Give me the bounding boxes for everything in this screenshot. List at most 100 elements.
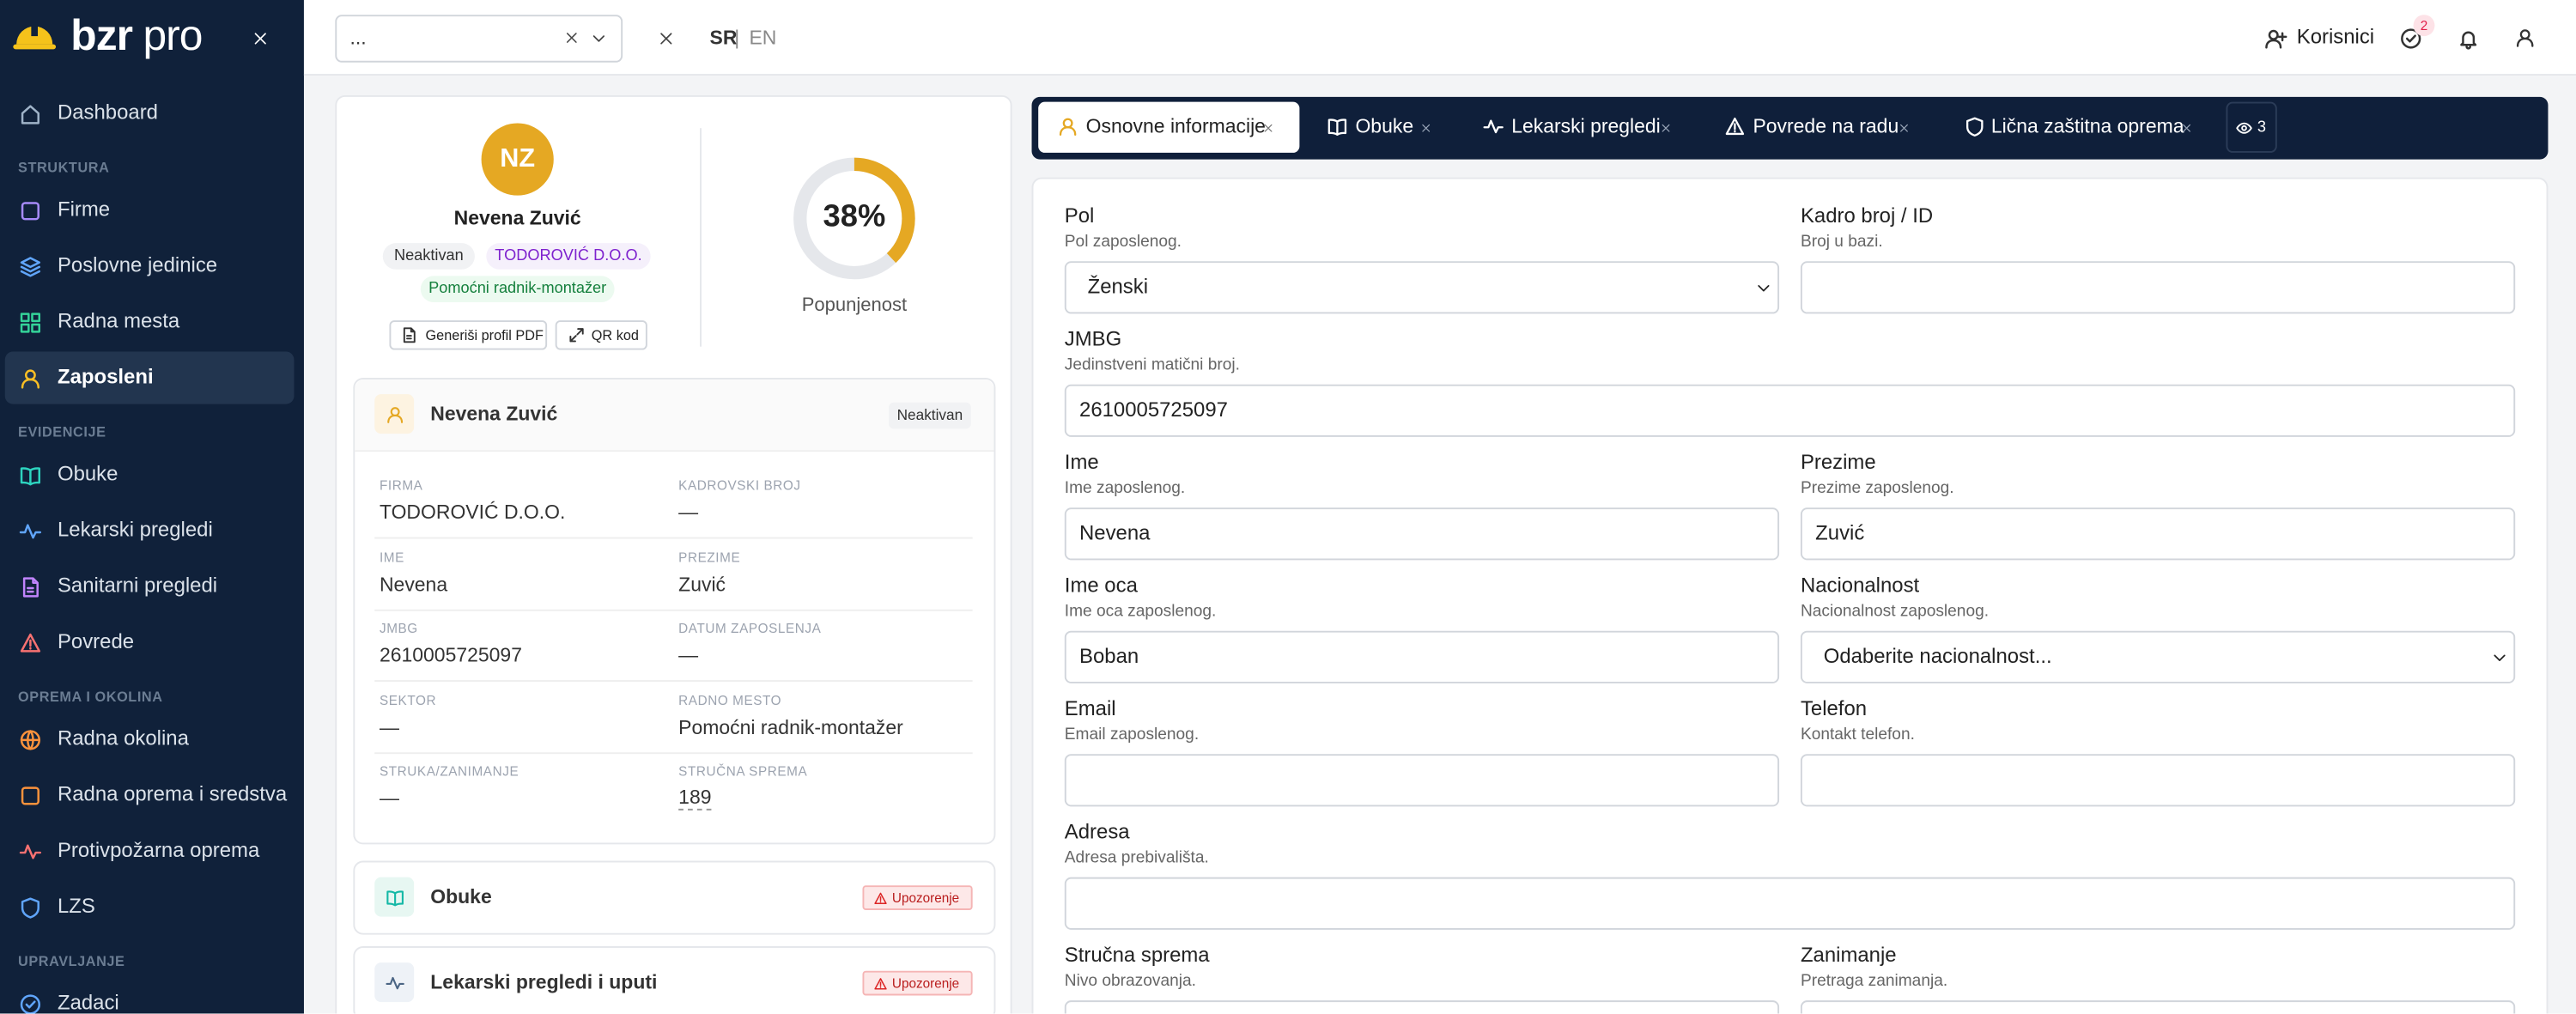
task-badge: [2413, 15, 2435, 37]
field-label: STRUKA/ZANIMANJE: [379, 764, 519, 780]
form-input[interactable]: [1800, 1000, 2516, 1014]
hidden-tabs[interactable]: [2226, 101, 2277, 153]
field-separator: [374, 608, 973, 610]
field-value: Nevena: [379, 572, 448, 596]
task-badge-count: 2: [2420, 17, 2428, 33]
nav-label[interactable]: Radna mesta: [57, 309, 180, 333]
form-input[interactable]: [1800, 754, 2516, 807]
position-badge: [420, 276, 615, 303]
nav-label[interactable]: Sanitarni pregledi: [57, 574, 218, 598]
form-input[interactable]: [1800, 261, 2516, 314]
ring-progress: [793, 157, 915, 280]
pdf-button[interactable]: [389, 320, 548, 350]
section-title: Lekarski pregledi i uputi: [430, 970, 658, 994]
section-badge-text: Upozorenje: [891, 890, 960, 905]
nav-label[interactable]: Zadaci: [57, 991, 119, 1014]
nav-label[interactable]: Obuke: [57, 462, 118, 486]
position-badge-text: Pomoćni radnik-montažer: [428, 279, 607, 298]
form-label: Stručna sprema: [1064, 944, 1210, 967]
field-label: KADROVSKI BROJ: [678, 478, 801, 494]
nav-icon: [19, 993, 40, 1014]
field-separator: [374, 751, 973, 754]
form-label: Ime: [1064, 451, 1099, 474]
nav-label[interactable]: Firme: [57, 197, 111, 222]
form-input[interactable]: [1800, 507, 2516, 561]
details-icon: [386, 406, 403, 422]
profile-divider: [700, 128, 702, 347]
form-select[interactable]: [1064, 261, 1780, 314]
field-value: TODOROVIĆ D.O.O.: [379, 501, 566, 524]
nav-label[interactable]: Protivpožarna oprema: [57, 838, 260, 862]
users-link[interactable]: Korisnici: [2296, 25, 2375, 49]
section-badge-icon: [874, 977, 887, 989]
nav-label[interactable]: Poslovne jedinice: [57, 253, 218, 277]
form-value: 2610005725097: [1079, 398, 1228, 422]
nav-item[interactable]: [5, 184, 295, 236]
tab-active[interactable]: [1038, 101, 1300, 153]
tab-close: [1662, 123, 1670, 131]
sidebar-close: [253, 32, 265, 44]
hidden-tabs-count: 3: [2257, 118, 2266, 137]
nav-icon: [20, 201, 39, 220]
company-badge: [486, 243, 651, 270]
lang-sr[interactable]: SR: [709, 26, 738, 50]
nav-item[interactable]: [5, 448, 295, 501]
form-help: Prezime zaposlenog.: [1800, 479, 1954, 498]
form-input[interactable]: [1064, 630, 1780, 683]
nav-item[interactable]: [5, 881, 295, 933]
avatar: [481, 123, 554, 196]
form-label: Zanimanje: [1800, 944, 1897, 967]
form-help: Ime oca zaposlenog.: [1064, 603, 1217, 622]
nav-label[interactable]: Zaposleni: [57, 365, 154, 389]
field-value: —: [678, 501, 699, 524]
nav-item[interactable]: [5, 616, 295, 668]
form-help: Email zaposlenog.: [1064, 726, 1200, 744]
nav-label[interactable]: Dashboard: [57, 100, 158, 124]
qr-button[interactable]: [555, 320, 647, 350]
form-input[interactable]: [1064, 507, 1780, 561]
pdf-button-label: Generiši profil PDF: [425, 326, 544, 343]
form-select[interactable]: [1800, 630, 2516, 683]
field-value: —: [379, 786, 399, 810]
lang-en[interactable]: EN: [749, 26, 777, 50]
form-label: JMBG: [1064, 327, 1122, 351]
nav-icon: [20, 368, 39, 388]
form-label: Email: [1064, 697, 1116, 720]
tab-icon: [1059, 118, 1077, 137]
nav-icon: [20, 104, 39, 124]
logo-icon: [13, 22, 57, 50]
context-select[interactable]: [335, 15, 623, 63]
nav-item[interactable]: [5, 977, 295, 1013]
avatar-initials: NZ: [500, 145, 536, 173]
form-input[interactable]: [1064, 384, 2516, 437]
form-label: Prezime: [1800, 451, 1876, 474]
bell-icon: [2459, 30, 2476, 49]
nav-section: OPREMA I OKOLINA: [18, 688, 163, 705]
details-card: [353, 378, 996, 845]
nav-label[interactable]: Radna okolina: [57, 726, 189, 750]
form-input[interactable]: [1064, 877, 2516, 930]
nav-section: EVIDENCIJE: [18, 423, 106, 440]
profile-name: Nevena Zuvić: [453, 206, 581, 230]
form-value: Zuvić: [1815, 521, 1865, 545]
nav-label[interactable]: LZS: [57, 894, 95, 918]
form-input[interactable]: [1064, 754, 1780, 807]
lang-separator: |: [734, 26, 740, 50]
nav-label[interactable]: Lekarski pregledi: [57, 518, 213, 542]
form-label: Telefon: [1800, 697, 1868, 720]
nav-item[interactable]: [4, 351, 295, 404]
tab-close: [2183, 123, 2190, 131]
tab-label: Obuke: [1355, 114, 1414, 138]
form-label: Nacionalnost: [1800, 574, 1920, 598]
form-help: Pretraga zanimanja.: [1800, 972, 1948, 991]
nav-label[interactable]: Povrede: [57, 629, 135, 653]
brand-bold: bzr: [70, 10, 133, 60]
field-value: 189: [678, 786, 712, 811]
nav-label[interactable]: Radna oprema i sredstva: [57, 782, 288, 806]
qr-icon: [569, 328, 584, 343]
form-input[interactable]: [1064, 1000, 1780, 1014]
nav-icon: [18, 843, 41, 859]
clear-icon: [566, 33, 577, 43]
